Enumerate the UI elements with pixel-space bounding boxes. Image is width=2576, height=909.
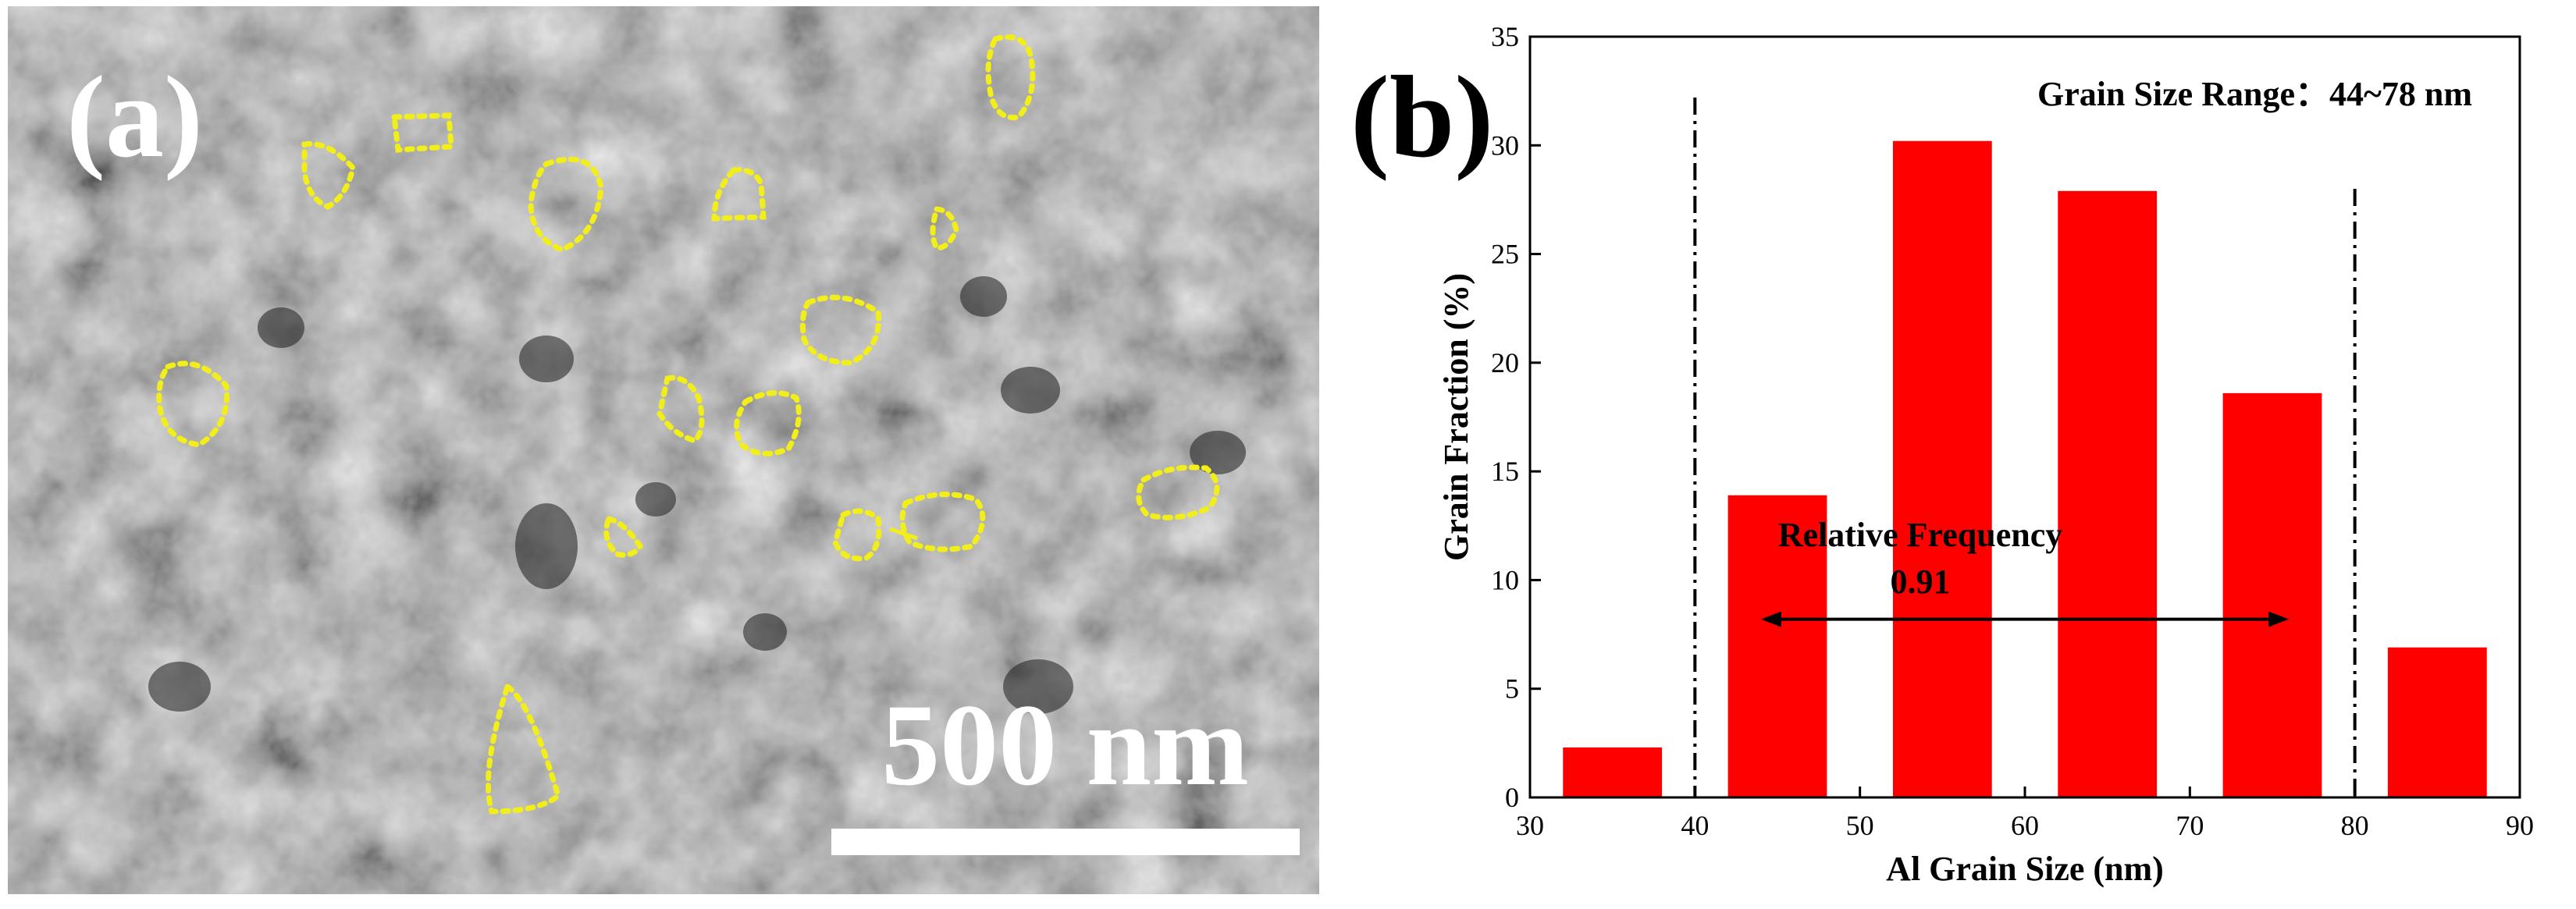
dark-precipitates: [148, 276, 1246, 714]
grain-outline: [391, 112, 454, 153]
grain-size-range-annotation: Grain Size Range：44~78 nm: [2037, 75, 2472, 113]
double-arrow-left-head: [1760, 611, 1781, 627]
histogram-bar: [1892, 140, 1992, 797]
grain-outline: [832, 508, 882, 562]
x-tick-label: 50: [1846, 810, 1874, 841]
x-tick-label: 70: [2176, 810, 2204, 841]
x-axis-title: Al Grain Size (nm): [1886, 850, 2164, 888]
axes-frame: [1528, 35, 2521, 799]
y-tick-label: 35: [1491, 21, 1519, 52]
grain-outline: [711, 167, 767, 222]
histogram-bar: [1727, 495, 1827, 797]
y-axis-title: Grain Fraction (%): [1437, 273, 1475, 561]
panel-b-label: (b): [1350, 52, 1493, 182]
grain-outline: [985, 34, 1036, 121]
scale-bar-label: 500 nm: [881, 680, 1249, 810]
x-tick-label: 80: [2341, 810, 2369, 841]
panel-a-label: (a): [66, 52, 203, 182]
histogram-bar: [2222, 392, 2322, 797]
relative-frequency-value: 0.91: [1891, 563, 1951, 601]
x-tick-label: 40: [1681, 810, 1709, 841]
histogram-bar: [1563, 747, 1663, 797]
grain-outline: [156, 360, 230, 448]
x-tick-label: 60: [2011, 810, 2039, 841]
plot-area: 30 40 50 60 70 80 90 0 5 10 15 20 25 30 35: [1491, 21, 2534, 841]
scale-bar: [831, 829, 1300, 855]
micrograph-svg: (a) 500 nm: [8, 6, 1319, 894]
double-arrow-right-head: [2268, 611, 2290, 627]
histogram-chart: (b) 30 40 50 60 70 80 90 0 5 10 15 20 25 30 35 Grain S…: [1350, 21, 2534, 888]
grain-outline: [799, 294, 882, 366]
grain-outline: [734, 390, 802, 456]
y-tick-label: 10: [1491, 564, 1519, 595]
x-tick-label: 90: [2506, 810, 2534, 841]
x-tick-label: 30: [1516, 810, 1544, 841]
grain-outlines: [156, 34, 1220, 815]
grain-outline: [1136, 464, 1220, 520]
grain-outline: [301, 140, 356, 210]
grain-outline: [528, 156, 604, 253]
y-tick-label: 20: [1491, 347, 1519, 378]
y-tick-label: 25: [1491, 239, 1519, 270]
y-tick-label: 0: [1505, 782, 1519, 813]
grain-outline: [656, 375, 705, 445]
histogram-bar: [2387, 647, 2487, 797]
grain-outline: [486, 682, 562, 815]
histogram-panel: (b) 30 40 50 60 70 80 90 0 5 10 15 20 25 30 35 Grain S…: [1327, 0, 2576, 905]
grain-outline: [603, 515, 644, 558]
y-tick-label: 15: [1491, 456, 1519, 487]
y-tick-label: 30: [1491, 130, 1519, 161]
relative-frequency-label: Relative Frequency: [1778, 516, 2063, 554]
micrograph-panel: (a) 500 nm: [8, 6, 1319, 894]
y-tick-label: 5: [1505, 673, 1519, 705]
grain-outline-connector: [889, 527, 918, 541]
micrograph-fine-texture: [8, 6, 1319, 894]
histogram-bar: [2058, 190, 2158, 798]
grain-outline: [930, 206, 959, 251]
